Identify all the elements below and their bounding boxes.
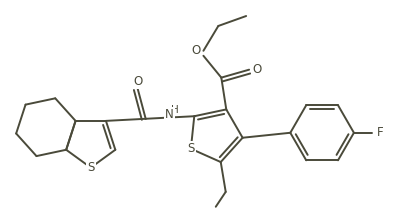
- Text: S: S: [87, 161, 94, 174]
- Text: O: O: [252, 63, 262, 76]
- Text: O: O: [133, 74, 142, 87]
- Text: N: N: [165, 108, 174, 121]
- Text: F: F: [377, 126, 383, 139]
- Text: O: O: [192, 44, 201, 57]
- Text: S: S: [187, 142, 195, 155]
- Text: H: H: [171, 105, 178, 115]
